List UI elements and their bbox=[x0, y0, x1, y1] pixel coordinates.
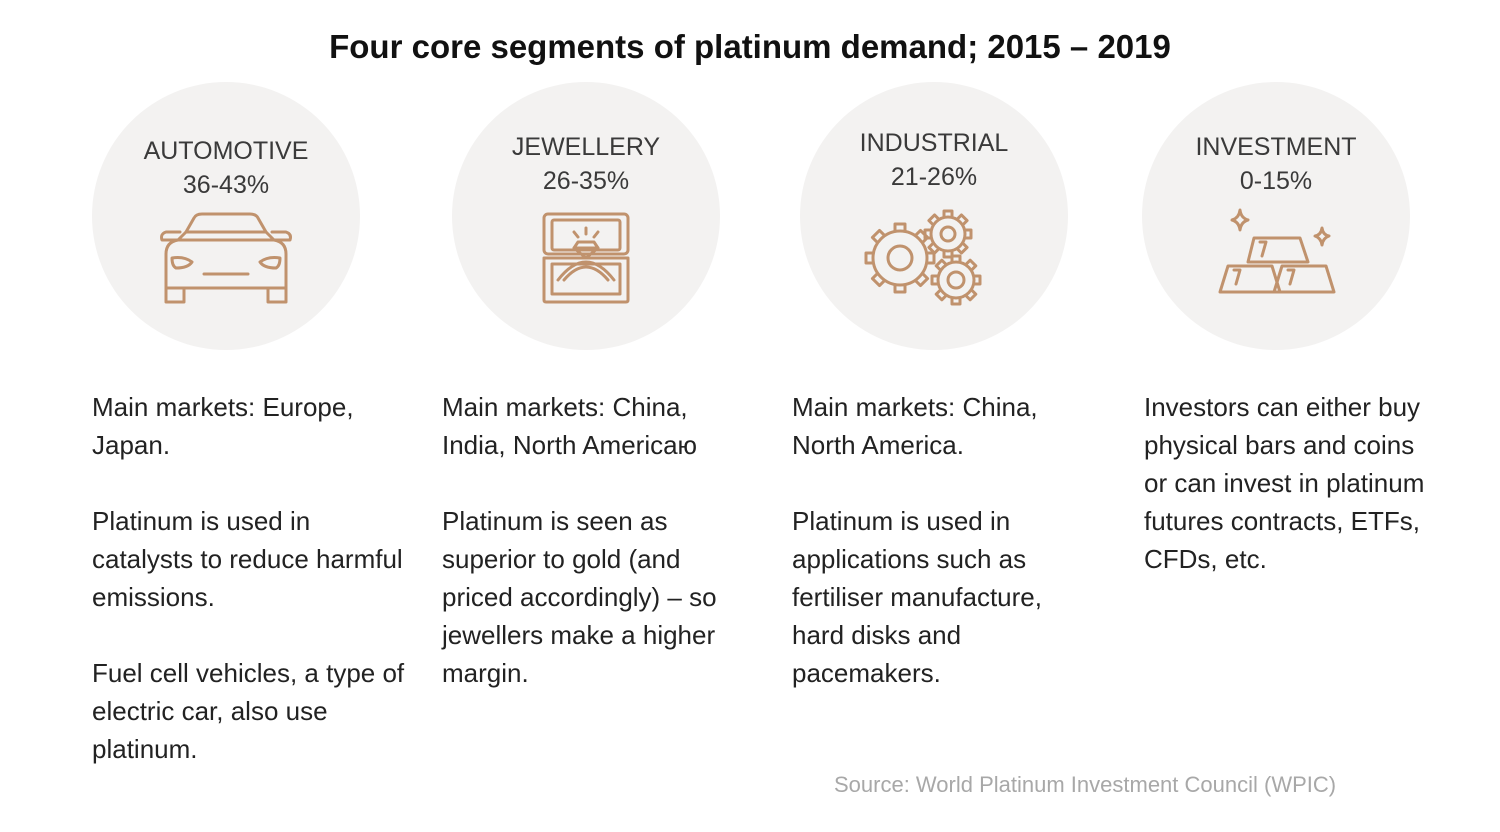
segment-range: 0-15% bbox=[1239, 167, 1313, 195]
segment-circle-automotive: AUTOMOTIVE 36-43% bbox=[92, 82, 360, 350]
description-paragraph: Main markets: China, North America. bbox=[792, 392, 1038, 460]
car-icon bbox=[158, 210, 294, 306]
description-paragraph: Main markets: Europe, Japan. bbox=[92, 392, 354, 460]
segment-range: 36-43% bbox=[182, 171, 270, 199]
description-paragraph: Main markets: China, India, North Americ… bbox=[442, 392, 698, 460]
segment-description-jewellery: Main markets: China, India, North Americ… bbox=[442, 388, 742, 730]
segment-description-investment: Investors can either buy physical bars a… bbox=[1144, 388, 1434, 616]
description-paragraph: Fuel cell vehicles, a type of electric c… bbox=[92, 658, 405, 764]
description-paragraph: Investors can either buy physical bars a… bbox=[1144, 392, 1425, 574]
description-paragraph: Platinum is used in applications such as… bbox=[792, 506, 1042, 688]
source-note: Source: World Platinum Investment Counci… bbox=[834, 772, 1337, 797]
segment-range: 26-35% bbox=[542, 167, 630, 195]
description-paragraph: Platinum is used in catalysts to reduce … bbox=[92, 506, 403, 612]
page-title: Four core segments of platinum demand; 2… bbox=[329, 28, 1171, 65]
segment-description-automotive: Main markets: Europe, Japan. Platinum is… bbox=[92, 388, 412, 806]
segment-name: INVESTMENT bbox=[1195, 133, 1357, 161]
segment-description-industrial: Main markets: China, North America. Plat… bbox=[792, 388, 1092, 730]
segment-name: AUTOMOTIVE bbox=[143, 137, 309, 165]
segment-circle-jewellery: JEWELLERY 26-35% bbox=[452, 82, 720, 350]
ring-box-icon bbox=[540, 210, 632, 306]
segment-name: INDUSTRIAL bbox=[859, 129, 1009, 157]
segment-name: JEWELLERY bbox=[511, 133, 661, 161]
segment-circle-investment: INVESTMENT 0-15% bbox=[1142, 82, 1410, 350]
bars-icon bbox=[1216, 208, 1340, 298]
segment-circle-industrial: INDUSTRIAL 21-26% bbox=[800, 82, 1068, 350]
segment-range: 21-26% bbox=[890, 163, 978, 191]
gears-icon bbox=[862, 208, 986, 308]
description-paragraph: Platinum is seen as superior to gold (an… bbox=[442, 506, 717, 688]
